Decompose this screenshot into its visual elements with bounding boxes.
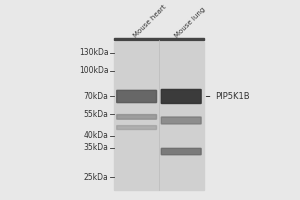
Text: 25kDa: 25kDa [84,173,108,182]
FancyBboxPatch shape [161,89,201,103]
Bar [114,38,203,40]
Text: 130kDa: 130kDa [79,48,108,57]
Text: Mouse lung: Mouse lung [174,6,207,39]
Text: 55kDa: 55kDa [83,110,108,119]
Text: 100kDa: 100kDa [79,66,108,75]
FancyBboxPatch shape [161,117,201,124]
FancyBboxPatch shape [117,115,157,119]
Bar [114,42,203,190]
FancyBboxPatch shape [117,126,157,130]
Text: 70kDa: 70kDa [83,92,108,101]
FancyBboxPatch shape [117,90,157,103]
Text: PIP5K1B: PIP5K1B [206,92,250,101]
Text: 40kDa: 40kDa [83,131,108,140]
FancyBboxPatch shape [161,148,201,155]
Text: 35kDa: 35kDa [83,143,108,152]
Text: Mouse heart: Mouse heart [132,4,167,39]
